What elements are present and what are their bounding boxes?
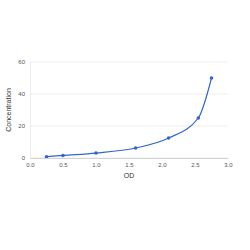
data-point (197, 116, 201, 120)
x-tick: 1.5 (125, 158, 134, 168)
x-tick-label: 2.5 (191, 162, 200, 168)
data-point (210, 76, 214, 80)
data-point (167, 136, 171, 140)
x-tick: 3.0 (224, 158, 233, 168)
y-axis-title: Concentration (5, 88, 12, 132)
x-tick-label: 2.0 (158, 162, 167, 168)
y-tick: 60 (18, 59, 30, 65)
y-axis-line (30, 63, 31, 159)
y-tick-label: 20 (18, 123, 25, 129)
grid-line (30, 62, 228, 63)
x-axis-title: OD (124, 172, 135, 179)
y-tick-label: 60 (18, 59, 25, 65)
x-tick: 2.0 (158, 158, 167, 168)
x-tick-label: 0.0 (26, 162, 35, 168)
y-axis: 0 20 40 60 (18, 59, 30, 161)
x-tick: 0.5 (59, 158, 68, 168)
grid-line (30, 126, 228, 127)
x-tick: 2.5 (191, 158, 200, 168)
grid-line (30, 158, 228, 159)
y-tick-label: 0 (22, 155, 26, 161)
y-tick: 40 (18, 91, 30, 97)
data-point (94, 151, 98, 155)
x-tick: 1.0 (92, 158, 101, 168)
x-tick-label: 0.5 (59, 162, 68, 168)
data-point (45, 155, 49, 158)
x-tick-label: 3.0 (224, 162, 233, 168)
x-tick: 0.0 (26, 158, 35, 168)
data-line (47, 78, 212, 157)
data-point (61, 154, 65, 158)
grid-line (30, 94, 228, 95)
plot-area (45, 76, 214, 158)
x-tick-label: 1.5 (125, 162, 134, 168)
chart: 0.0 0.5 1.0 1.5 2.0 2.5 3.0 0 20 40 60 OD Concentrat… (0, 0, 250, 250)
y-tick-label: 40 (18, 91, 25, 97)
x-axis: 0.0 0.5 1.0 1.5 2.0 2.5 3.0 (26, 158, 233, 168)
grid (30, 62, 228, 158)
y-tick: 20 (18, 123, 30, 129)
x-tick-label: 1.0 (92, 162, 101, 168)
x-axis-line (31, 158, 229, 159)
data-point (134, 146, 138, 150)
y-tick: 0 (22, 155, 30, 161)
